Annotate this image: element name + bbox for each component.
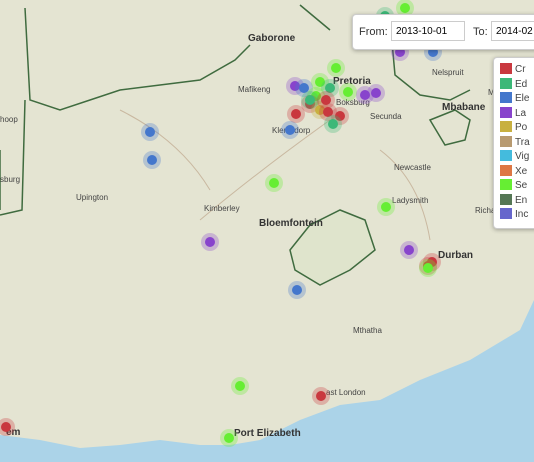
legend-item[interactable]: Tra — [500, 135, 530, 149]
incident-marker[interactable] — [400, 3, 410, 13]
legend-label: Inc — [515, 209, 529, 220]
date-filter: From: 2013-10-01 To: 2014-02 — [352, 14, 534, 50]
place-label: Boksburg — [336, 98, 370, 107]
incident-marker[interactable] — [321, 95, 331, 105]
legend-item[interactable]: Po — [500, 121, 527, 134]
incident-marker[interactable] — [269, 178, 279, 188]
legend-label: Ele — [515, 93, 530, 104]
legend-swatch — [500, 106, 512, 118]
incident-marker[interactable] — [285, 125, 295, 135]
place-label: Richar — [475, 206, 499, 215]
legend-label: Vig — [515, 151, 530, 162]
place-label: Mthatha — [353, 326, 382, 335]
incident-marker[interactable] — [325, 83, 335, 93]
incident-marker[interactable] — [404, 245, 414, 255]
legend-item[interactable]: Xe — [500, 164, 528, 178]
place-label: Upington — [76, 193, 109, 202]
place-label: hoop — [0, 115, 18, 124]
place-label: Nelspruit — [432, 68, 464, 77]
to-label: To: — [473, 26, 488, 38]
legend-label: La — [515, 107, 527, 119]
place-label: Gaborone — [248, 33, 296, 44]
incident-marker[interactable] — [343, 87, 353, 97]
incident-marker[interactable] — [145, 127, 155, 137]
place-label: sburg — [0, 175, 21, 184]
incident-marker[interactable] — [1, 422, 11, 432]
legend-item[interactable]: Vig — [500, 150, 529, 163]
incident-marker[interactable] — [328, 119, 338, 129]
incident-marker[interactable] — [315, 105, 325, 115]
incident-marker[interactable] — [290, 81, 300, 91]
incident-marker[interactable] — [235, 381, 245, 391]
legend-label: Po — [515, 122, 528, 133]
legend-swatch — [500, 135, 512, 147]
legend-item[interactable]: Inc — [500, 208, 528, 221]
place-label: Newcastle — [394, 163, 431, 172]
incident-marker[interactable] — [423, 263, 433, 273]
incident-marker[interactable] — [291, 109, 301, 119]
legend-item[interactable]: Ed — [500, 77, 528, 91]
place-label: Mbabane — [442, 102, 486, 113]
from-label: From: — [359, 26, 388, 38]
incident-marker[interactable] — [381, 202, 391, 212]
place-label: Secunda — [370, 112, 402, 121]
border — [0, 99, 26, 216]
incident-marker[interactable] — [305, 95, 315, 105]
place-label: Bloemfontein — [259, 218, 323, 229]
legend-swatch — [500, 208, 512, 219]
to-input[interactable]: 2014-02 — [491, 21, 534, 41]
incident-marker[interactable] — [315, 77, 325, 87]
legend-label: Cr — [515, 64, 526, 75]
legend-label: Tra — [515, 136, 530, 148]
incident-marker[interactable] — [316, 391, 326, 401]
incident-marker[interactable] — [224, 433, 234, 443]
legend-label: Ed — [515, 78, 528, 90]
legend-swatch — [500, 77, 512, 89]
incident-marker[interactable] — [371, 88, 381, 98]
legend-swatch — [500, 193, 512, 205]
incident-marker[interactable] — [205, 237, 215, 247]
border — [0, 4, 471, 210]
legend-label: Se — [515, 180, 528, 191]
legend-item[interactable]: Cr — [500, 63, 526, 76]
incident-marker[interactable] — [299, 83, 309, 93]
legend-item[interactable]: Ele — [500, 92, 529, 105]
incident-marker[interactable] — [331, 63, 341, 73]
lesotho — [289, 209, 376, 286]
legend: Cr Ed Ele La Po Tra Vig Xe Se En Inc — [493, 57, 534, 229]
legend-item[interactable]: En — [500, 193, 528, 207]
place-label: ast London — [326, 388, 366, 397]
place-label: Kimberley — [204, 204, 240, 213]
incident-marker[interactable] — [360, 90, 370, 100]
incident-marker[interactable] — [147, 155, 157, 165]
legend-swatch — [500, 150, 512, 161]
eswatini — [428, 109, 471, 146]
place-label: Ladysmith — [392, 196, 429, 205]
legend-swatch — [500, 63, 512, 74]
road — [119, 109, 431, 241]
ocean — [0, 300, 534, 462]
legend-swatch — [500, 164, 512, 176]
place-label: Mafikeng — [238, 85, 271, 94]
from-input[interactable]: 2013-10-01 — [391, 21, 465, 41]
legend-swatch — [500, 179, 512, 190]
place-label: em — [6, 427, 21, 438]
legend-label: En — [515, 194, 528, 206]
legend-label: Xe — [515, 165, 528, 177]
incident-marker[interactable] — [323, 107, 333, 117]
legend-swatch — [500, 121, 512, 132]
incident-marker[interactable] — [292, 285, 302, 295]
place-label: Durban — [438, 250, 473, 261]
place-label: Pretoria — [333, 76, 371, 87]
legend-item[interactable]: La — [500, 106, 527, 120]
incident-marker[interactable] — [335, 111, 345, 121]
place-label: Port Elizabeth — [234, 428, 301, 439]
legend-swatch — [500, 92, 512, 103]
legend-item[interactable]: Se — [500, 179, 527, 192]
